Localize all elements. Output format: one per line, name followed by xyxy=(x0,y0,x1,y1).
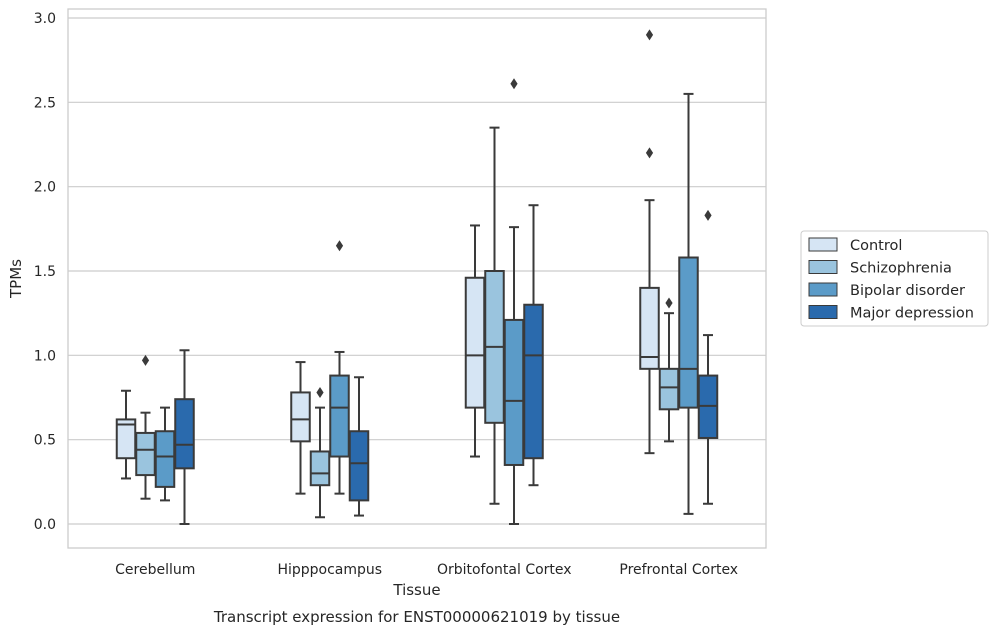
box-schizophrenia xyxy=(658,297,680,443)
outlier-point xyxy=(335,240,344,252)
legend-swatch xyxy=(808,260,838,274)
legend: Control Schizophrenia Bipolar disorder Majo… xyxy=(800,230,989,327)
outlier-point xyxy=(645,29,654,41)
y-tick-label: 0.0 xyxy=(34,517,56,533)
box-iqr xyxy=(678,256,699,409)
x-tick-label: Hipppocampus xyxy=(277,562,382,578)
outlier-point xyxy=(316,386,324,398)
outlier-point xyxy=(645,147,654,159)
box-bipolar-disorder xyxy=(154,406,176,502)
legend-label: Major depression xyxy=(850,306,974,322)
outlier-point xyxy=(510,78,518,90)
box-bipolar-disorder xyxy=(329,240,350,495)
box-iqr xyxy=(464,276,486,409)
box-iqr xyxy=(154,430,176,488)
legend-items: Control Schizophrenia Bipolar disorder Majo… xyxy=(808,237,974,322)
y-axis-ticks: 0.0 0.5 1.0 1.5 2.0 2.5 3.0 xyxy=(34,11,56,533)
box-iqr xyxy=(348,430,370,502)
box-bipolar-disorder xyxy=(678,92,699,515)
y-axis-label: TPMs xyxy=(7,259,25,299)
legend-label: Schizophrenia xyxy=(850,261,952,277)
box-schizophrenia xyxy=(135,354,156,500)
box-iqr xyxy=(174,398,195,470)
box-iqr xyxy=(658,367,680,411)
legend-swatch xyxy=(808,282,838,297)
chart-caption: Transcript expression for ENST0000062101… xyxy=(213,608,620,626)
box-iqr xyxy=(309,450,331,487)
box-iqr xyxy=(639,286,660,370)
box-major-depression xyxy=(348,376,370,517)
outlier-point xyxy=(141,354,150,366)
y-tick-label: 2.5 xyxy=(34,95,56,111)
box-plot-marks xyxy=(115,29,719,525)
x-tick-label: Prefrontal Cortex xyxy=(619,562,738,578)
box-iqr xyxy=(135,431,156,477)
box-iqr xyxy=(503,318,525,466)
legend-label: Control xyxy=(850,238,902,254)
box-control xyxy=(639,29,660,455)
y-tick-label: 2.0 xyxy=(34,180,56,196)
y-tick-label: 1.5 xyxy=(34,264,56,280)
outlier-point xyxy=(704,209,712,221)
box-iqr xyxy=(329,374,350,458)
box-iqr xyxy=(523,303,544,460)
box-major-depression xyxy=(523,204,544,487)
box-control xyxy=(115,389,137,480)
legend-frame xyxy=(800,230,989,327)
y-tick-label: 0.5 xyxy=(34,433,56,449)
box-schizophrenia xyxy=(309,386,331,519)
box-iqr xyxy=(290,391,311,443)
y-tick-label: 3.0 xyxy=(34,11,56,27)
legend-swatch xyxy=(808,237,838,252)
box-schizophrenia xyxy=(484,126,505,505)
x-tick-label: Cerebellum xyxy=(115,562,195,578)
box-control xyxy=(290,361,311,495)
box-bipolar-disorder xyxy=(503,78,525,525)
x-axis-label: Tissue xyxy=(392,581,440,599)
plot-frame xyxy=(67,8,767,549)
y-tick-label: 1.0 xyxy=(34,348,56,364)
box-control xyxy=(464,224,486,458)
x-tick-label: Orbitofontal Cortex xyxy=(437,562,572,578)
x-axis-ticks: Cerebellum Hipppocampus Orbitofontal Corte… xyxy=(115,562,738,578)
box-major-depression xyxy=(697,209,719,505)
legend-label: Bipolar disorder xyxy=(850,283,965,299)
outlier-point xyxy=(665,297,673,309)
legend-swatch xyxy=(808,305,838,319)
box-major-depression xyxy=(174,349,195,525)
